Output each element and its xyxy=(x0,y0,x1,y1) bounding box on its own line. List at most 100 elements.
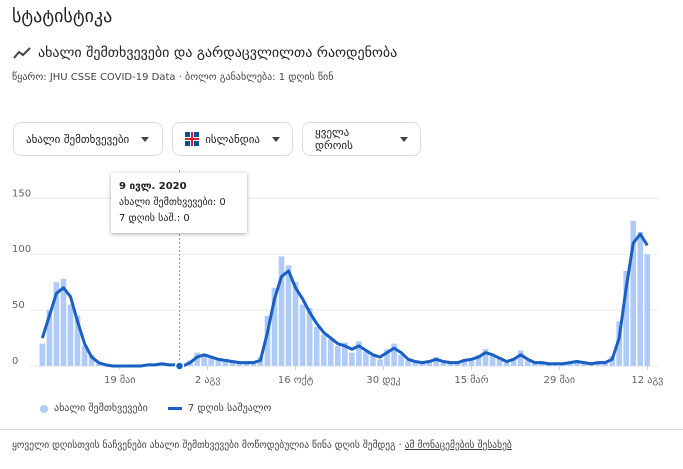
footer-link[interactable]: ამ მონაცემების შესახებ xyxy=(404,440,512,451)
x-tick-label: 19 მაი xyxy=(104,374,135,386)
chart: 0 50 100 150 19 მაი 2 აგვ 16 ოქტ 30 დეკ 15 მარ 29… xyxy=(12,170,663,386)
bar xyxy=(398,354,404,366)
footer-note: ყოველი დღისთვის ნაჩვენები ახალი შემთხვევ… xyxy=(12,440,396,451)
bar xyxy=(327,339,334,366)
source-prefix: წყარო: xyxy=(12,72,47,83)
avg-line xyxy=(40,232,649,368)
bar xyxy=(644,254,651,366)
bar xyxy=(447,363,454,366)
bar xyxy=(236,363,243,366)
x-tick-label: 16 ოქტ xyxy=(278,374,314,386)
bar xyxy=(581,363,587,366)
bar xyxy=(250,363,257,366)
legend-label: ახალი შემთხვევები xyxy=(54,403,148,414)
y-tick-label: 50 xyxy=(12,300,25,311)
bar xyxy=(74,315,81,366)
bar xyxy=(53,282,60,366)
bar xyxy=(412,362,418,366)
legend: ახალი შემთხვევები 7 დღის საშუალო xyxy=(40,403,271,414)
bar xyxy=(426,362,433,366)
bar xyxy=(433,357,440,366)
bar xyxy=(334,345,341,366)
bar xyxy=(503,362,510,366)
dropdown[interactable]: ყველა დროის xyxy=(302,122,421,156)
bar xyxy=(363,351,369,366)
legend-swatch xyxy=(167,407,182,410)
bar xyxy=(482,349,489,366)
subtitle: ახალი შემთხვევები და გარდაცვლილთა რაოდენ… xyxy=(38,45,398,61)
bar xyxy=(313,326,320,366)
bar xyxy=(623,271,630,366)
tooltip-date: 9 ივლ. 2020 xyxy=(119,181,187,192)
bar xyxy=(440,362,447,366)
legend-label: 7 დღის საშუალო xyxy=(187,403,272,414)
tooltip-line: 7 დღის საშ.: 0 xyxy=(119,213,190,224)
bar xyxy=(201,355,207,366)
dropdown-label: ახალი შემთხვევები xyxy=(26,132,130,146)
bar xyxy=(285,265,292,366)
y-tick-label: 100 xyxy=(12,244,31,255)
bar xyxy=(546,364,552,366)
bar xyxy=(496,357,503,366)
dropdown[interactable]: ისლანდია xyxy=(172,122,293,156)
source: წყარო: JHU CSSE COVID-19 Data · ბოლო გან… xyxy=(12,72,333,83)
bar xyxy=(306,307,313,366)
bar xyxy=(595,363,601,366)
title: სტატისტიკა xyxy=(12,6,113,27)
bar xyxy=(405,360,411,366)
bar xyxy=(95,363,102,366)
bar xyxy=(39,343,46,366)
tooltip-line: ახალი შემთხვევები: 0 xyxy=(119,197,226,208)
bar xyxy=(616,321,622,366)
bar xyxy=(637,231,644,366)
bar xyxy=(517,350,524,366)
y-tick-label: 0 xyxy=(12,356,18,367)
bar xyxy=(461,359,468,366)
bar xyxy=(88,354,95,366)
bar xyxy=(208,358,214,366)
bar xyxy=(510,358,517,366)
bar xyxy=(60,278,67,366)
bar xyxy=(264,315,271,366)
bar xyxy=(574,360,580,366)
tooltip-dot xyxy=(174,361,185,371)
x-tick-label: 15 მარ xyxy=(454,374,488,386)
trend-icon xyxy=(13,47,31,59)
bar xyxy=(342,342,348,366)
bar xyxy=(356,341,362,366)
bar xyxy=(384,349,390,366)
x-tick-label: 29 მაი xyxy=(544,374,575,386)
bar xyxy=(194,352,200,366)
bar xyxy=(271,287,278,366)
bar xyxy=(278,256,285,366)
bar xyxy=(81,345,88,366)
bar xyxy=(524,360,531,366)
y-tick-label: 150 xyxy=(12,188,31,199)
updated: · ბოლო განახლება: 1 დღის წინ xyxy=(178,72,334,83)
dropdown[interactable]: ახალი შემთხვევები xyxy=(13,122,163,156)
x-tick-label: 12 აგვ xyxy=(631,375,663,386)
x-tick-label: 2 აგვ xyxy=(195,375,221,386)
bar xyxy=(215,360,222,366)
bar xyxy=(370,355,376,366)
bar xyxy=(229,362,236,366)
bar xyxy=(299,304,306,366)
bar xyxy=(46,310,53,366)
bar xyxy=(349,352,355,366)
legend-swatch xyxy=(40,404,48,413)
dropdown-label: ყველა დროის xyxy=(315,126,353,152)
flag xyxy=(185,132,200,146)
bar xyxy=(489,355,496,366)
bar xyxy=(609,355,615,366)
source-link[interactable]: JHU CSSE COVID-19 Data xyxy=(49,72,176,83)
bar xyxy=(222,359,229,366)
bar xyxy=(468,360,475,366)
bar xyxy=(475,354,482,366)
bar xyxy=(630,220,637,366)
bar xyxy=(292,282,299,366)
separator xyxy=(0,429,683,430)
bar xyxy=(531,363,538,366)
bar xyxy=(67,304,74,366)
bar xyxy=(320,334,327,366)
tooltip: 9 ივლ. 2020 ახალი შემთხვევები: 0 7 დღის … xyxy=(111,173,247,233)
